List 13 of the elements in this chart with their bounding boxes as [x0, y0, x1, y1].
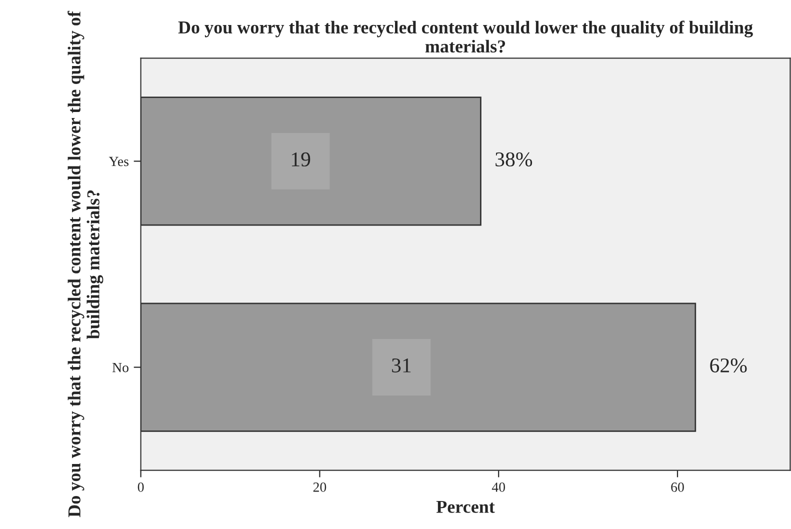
x-tick-label: 20: [313, 482, 326, 492]
x-tick-label: 60: [671, 482, 684, 492]
data-label: 62%: [710, 358, 747, 373]
x-tick-label: 40: [492, 482, 506, 492]
y-tick-label: No: [112, 362, 128, 372]
data-label: 38%: [496, 152, 532, 166]
x-tick-label: 0: [138, 482, 144, 492]
x-axis-title: Percent: [436, 500, 495, 513]
annotation: 31: [392, 358, 411, 372]
annotation: 19: [292, 152, 310, 166]
y-axis-title: Do you worry that the recycled content would lower the quality of building materials?: [68, 10, 104, 518]
chart-title: Do you worry that the recycled content would lower the quality of building materials?: [178, 20, 753, 53]
y-tick-label: Yes: [108, 156, 128, 166]
